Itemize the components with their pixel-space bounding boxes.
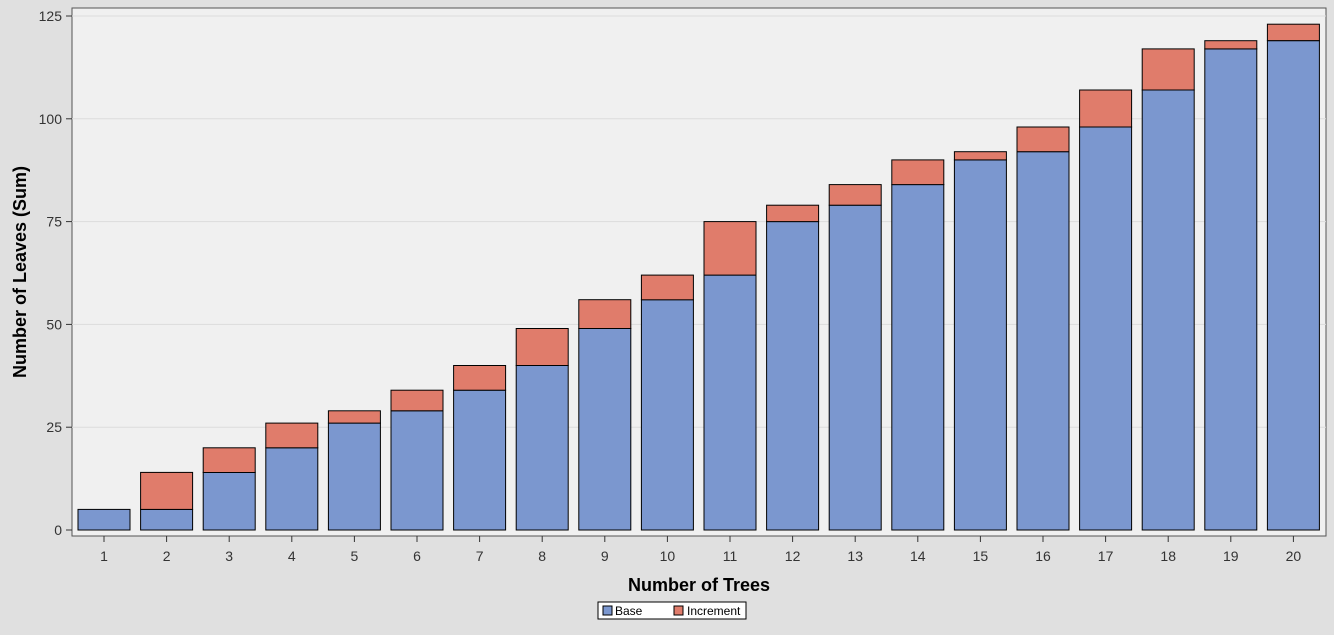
y-tick-label: 75 — [46, 214, 62, 230]
bar-segment-increment — [1141, 48, 1195, 91]
bar-segment-base — [515, 365, 569, 531]
x-tick-label: 16 — [1035, 548, 1051, 564]
y-tick-label: 50 — [46, 316, 62, 332]
bar-segment-increment — [453, 365, 507, 391]
bar-segment-base — [766, 221, 820, 531]
x-tick-label: 8 — [538, 548, 546, 564]
bar-segment-base — [327, 422, 381, 531]
x-tick-label: 6 — [413, 548, 421, 564]
x-tick-label: 11 — [723, 548, 738, 564]
bar-segment-increment — [140, 471, 194, 510]
bar-segment-base — [77, 508, 131, 531]
x-tick-label: 20 — [1286, 548, 1302, 564]
bar-segment-base — [1204, 48, 1258, 531]
bar-segment-increment — [327, 410, 381, 424]
y-tick-label: 25 — [46, 419, 62, 435]
bar-segment-increment — [1016, 126, 1070, 153]
x-tick-label: 4 — [288, 548, 296, 564]
legend-label-increment: Increment — [687, 604, 741, 618]
bar-segment-increment — [891, 159, 945, 186]
x-tick-label: 10 — [660, 548, 676, 564]
bar-segment-base — [1141, 89, 1195, 531]
bar-segment-base — [578, 328, 632, 531]
y-tick-label: 0 — [54, 522, 62, 538]
bar-segment-base — [140, 508, 194, 531]
legend-swatch-increment — [673, 605, 684, 616]
x-tick-label: 14 — [910, 548, 926, 564]
bar-segment-increment — [202, 447, 256, 473]
bar-segment-base — [1079, 126, 1133, 531]
x-tick-label: 5 — [351, 548, 359, 564]
x-tick-label: 13 — [847, 548, 863, 564]
plot-area — [71, 7, 1327, 537]
bar-segment-increment — [265, 422, 319, 449]
bar-segment-increment — [953, 151, 1007, 161]
x-tick-label: 3 — [225, 548, 233, 564]
legend-box — [597, 601, 747, 620]
bar-segment-increment — [1204, 40, 1258, 50]
bar-segment-increment — [390, 389, 444, 412]
x-tick-label: 12 — [785, 548, 801, 564]
bar-segment-base — [703, 274, 757, 531]
bar-segment-increment — [1079, 89, 1133, 128]
y-tick-label: 125 — [39, 8, 63, 24]
x-tick-label: 18 — [1160, 548, 1176, 564]
bar-segment-base — [891, 184, 945, 531]
bar-segment-increment — [515, 328, 569, 366]
x-axis-title: Number of Trees — [628, 575, 770, 595]
bar-segment-base — [390, 410, 444, 531]
x-tick-label: 2 — [163, 548, 171, 564]
bar-segment-base — [1266, 40, 1320, 531]
x-tick-label: 17 — [1098, 548, 1114, 564]
bar-segment-base — [202, 471, 256, 531]
legend-label-base: Base — [615, 604, 643, 618]
bar-segment-increment — [578, 299, 632, 330]
bar-segment-increment — [828, 184, 882, 206]
x-tick-label: 15 — [973, 548, 989, 564]
bar-segment-increment — [1266, 23, 1320, 42]
x-tick-label: 1 — [100, 548, 108, 564]
bar-segment-increment — [766, 204, 820, 223]
bar-segment-increment — [703, 221, 757, 276]
bar-segment-base — [1016, 151, 1070, 531]
legend: Base Increment — [597, 601, 747, 620]
legend-swatch-base — [602, 605, 613, 616]
bar-segment-base — [953, 159, 1007, 531]
x-tick-label: 9 — [601, 548, 609, 564]
x-tick-label: 19 — [1223, 548, 1239, 564]
y-tick-label: 100 — [39, 111, 63, 127]
bar-segment-base — [640, 299, 694, 531]
bar-segment-base — [828, 204, 882, 531]
y-axis-title: Number of Leaves (Sum) — [10, 166, 30, 378]
bars — [77, 23, 1320, 531]
bar-segment-increment — [640, 274, 694, 301]
x-tick-label: 7 — [476, 548, 484, 564]
bar-segment-base — [265, 447, 319, 531]
bar-segment-base — [453, 389, 507, 531]
